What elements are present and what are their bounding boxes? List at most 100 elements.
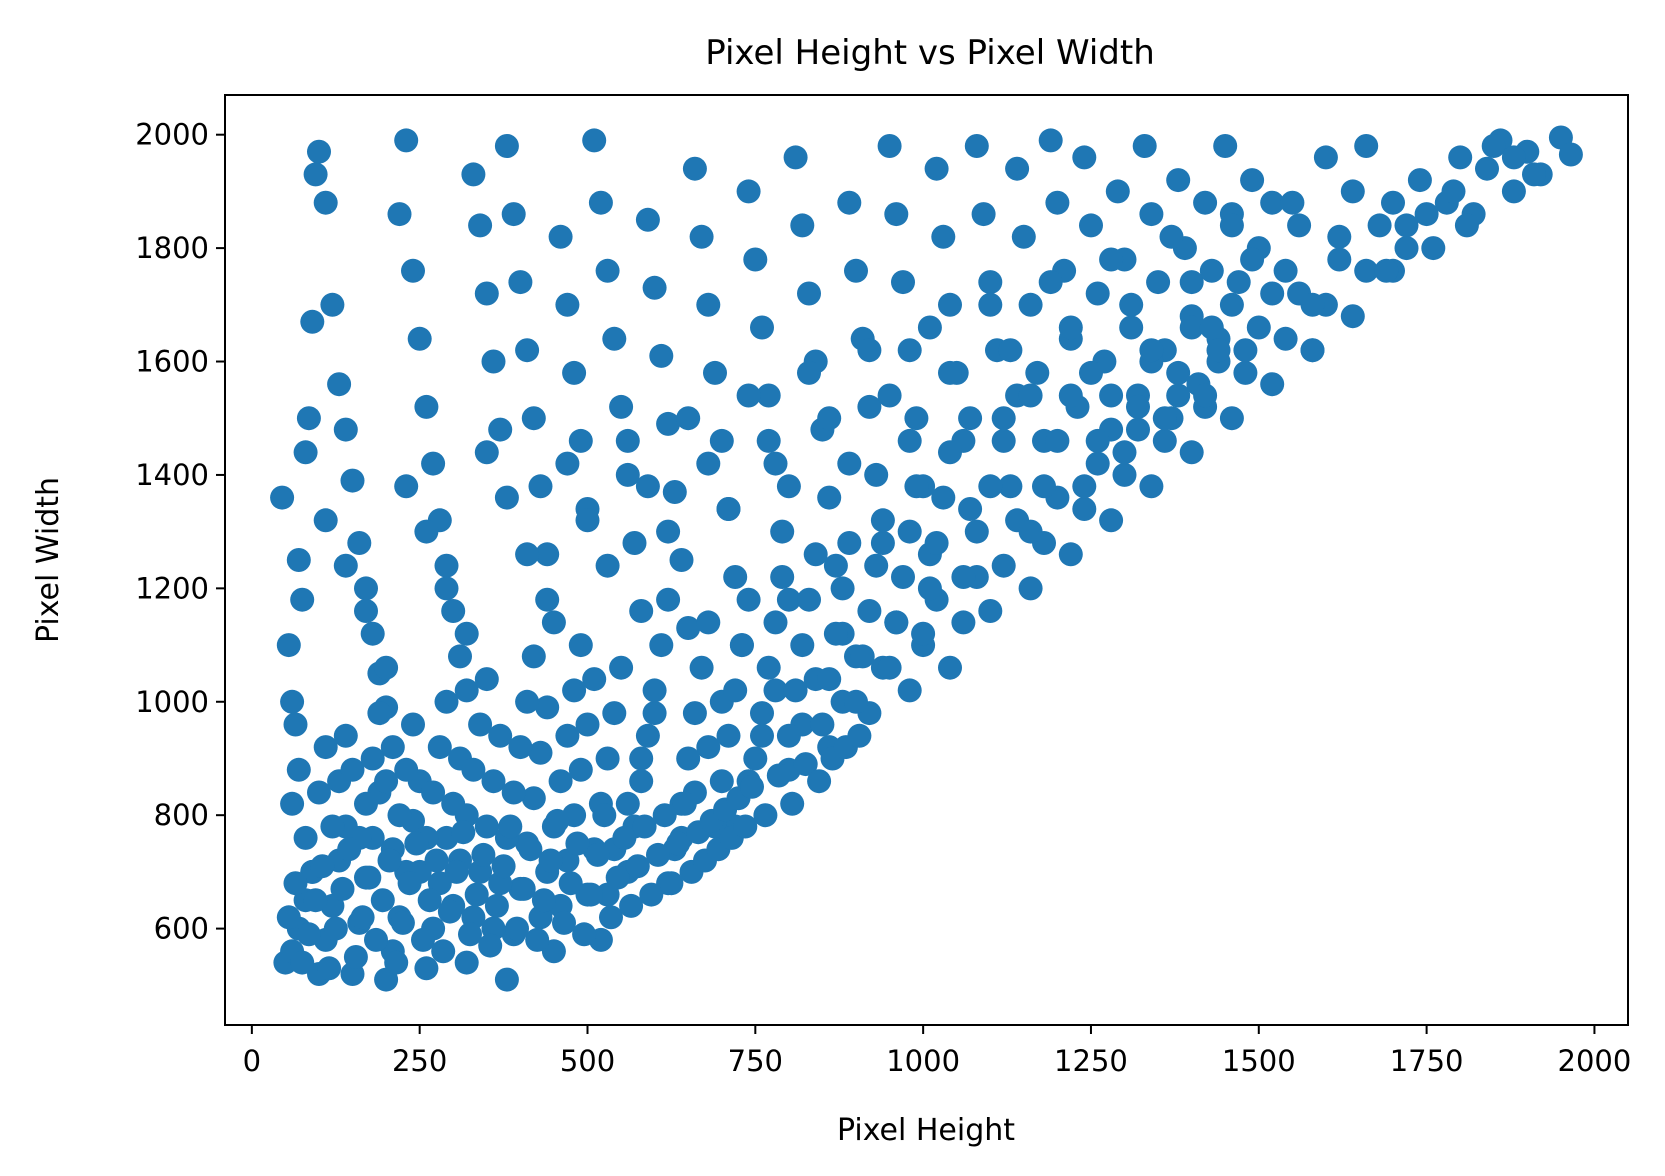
- scatter-point: [635, 723, 660, 748]
- scatter-point: [1381, 190, 1405, 215]
- scatter-point: [417, 888, 442, 913]
- scatter-point: [1394, 236, 1419, 261]
- scatter-point: [837, 190, 862, 215]
- scatter-point: [1099, 247, 1124, 272]
- scatter-point: [488, 417, 513, 442]
- scatter-point: [897, 678, 922, 703]
- scatter-point: [770, 519, 795, 544]
- scatter-point: [350, 905, 375, 930]
- scatter-point: [689, 224, 714, 249]
- scatter-point: [1079, 360, 1103, 385]
- scatter-point: [1032, 474, 1056, 499]
- scatter-point: [971, 202, 996, 227]
- scatter-point: [1126, 394, 1150, 419]
- scatter-point: [538, 848, 563, 873]
- scatter-point: [377, 848, 402, 873]
- scatter-point: [729, 633, 754, 658]
- scatter-point: [797, 281, 821, 306]
- scatter-point: [612, 825, 637, 850]
- scatter-point: [535, 542, 560, 567]
- scatter-point: [1354, 134, 1379, 158]
- scatter-point: [938, 360, 962, 385]
- scatter-point: [776, 474, 801, 499]
- scatter-point: [384, 950, 409, 975]
- scatter-point: [1501, 145, 1526, 170]
- scatter-point: [991, 553, 1016, 578]
- scatter-point: [1038, 270, 1063, 295]
- scatter-point: [1421, 236, 1446, 261]
- scatter-point: [635, 207, 660, 232]
- scatter-point: [629, 599, 654, 623]
- scatter-point: [763, 610, 788, 635]
- scatter-point: [414, 519, 439, 544]
- scatter-point: [494, 967, 519, 992]
- scatter-point: [575, 508, 600, 533]
- scatter-point: [716, 723, 741, 748]
- scatter-point: [756, 428, 781, 453]
- scatter-point: [488, 723, 513, 748]
- scatter-point: [310, 854, 335, 879]
- scatter-point: [1213, 134, 1238, 158]
- scatter-point: [783, 145, 808, 170]
- scatter-point: [528, 474, 553, 499]
- scatter-point: [931, 224, 956, 249]
- scatter-point: [823, 553, 848, 578]
- scatter-point: [797, 587, 821, 612]
- scatter-point: [783, 678, 808, 703]
- scatter-point: [897, 519, 922, 544]
- y-tick-label: 1600: [135, 345, 209, 379]
- scatter-point: [370, 888, 395, 913]
- y-tick-label: 1200: [135, 571, 209, 605]
- scatter-point: [270, 485, 295, 510]
- scatter-point: [635, 474, 660, 499]
- scatter-point: [753, 803, 778, 828]
- scatter-point: [545, 808, 570, 833]
- scatter-point: [508, 735, 533, 760]
- scatter-point: [1105, 179, 1130, 204]
- scatter-point: [1112, 440, 1137, 465]
- scatter-point: [354, 576, 378, 601]
- scatter-point: [951, 610, 976, 635]
- scatter-point: [837, 531, 862, 555]
- scatter-point: [541, 610, 566, 635]
- scatter-point: [320, 814, 345, 839]
- scatter-point: [642, 678, 667, 703]
- scatter-point: [830, 576, 855, 601]
- scatter-point: [1018, 519, 1043, 544]
- scatter-point: [327, 372, 352, 397]
- scatter-point: [615, 791, 640, 816]
- x-tick-label: 750: [728, 1044, 783, 1078]
- scatter-point: [283, 871, 308, 896]
- scatter-point: [394, 757, 419, 782]
- scatter-point: [844, 258, 868, 283]
- scatter-point: [307, 139, 331, 164]
- scatter-point: [823, 621, 848, 646]
- x-tick-label: 500: [560, 1044, 615, 1078]
- scatter-point: [924, 531, 949, 555]
- scatter-point: [766, 763, 791, 788]
- scatter-point: [568, 633, 593, 658]
- scatter-point: [1240, 247, 1265, 272]
- scatter-point: [656, 519, 681, 544]
- scatter-point: [458, 922, 482, 947]
- scatter-point: [676, 616, 701, 640]
- scatter-point: [1072, 145, 1097, 170]
- scatter-point: [394, 474, 419, 499]
- scatter-point: [293, 440, 318, 465]
- scatter-point: [1038, 128, 1063, 153]
- scatter-point: [904, 406, 929, 431]
- x-tick-label: 1750: [1390, 1044, 1464, 1078]
- scatter-point: [656, 587, 681, 612]
- scatter-point: [689, 655, 714, 680]
- scatter-point: [421, 451, 446, 476]
- scatter-point: [313, 508, 338, 533]
- scatter-point: [374, 769, 399, 794]
- scatter-point: [333, 417, 358, 442]
- scatter-point: [1414, 202, 1439, 227]
- scatter-point: [1072, 474, 1097, 499]
- scatter-point: [1260, 190, 1285, 215]
- scatter-point: [320, 292, 345, 317]
- scatter-point: [595, 553, 620, 578]
- scatter-point: [736, 383, 761, 408]
- scatter-point: [354, 791, 378, 816]
